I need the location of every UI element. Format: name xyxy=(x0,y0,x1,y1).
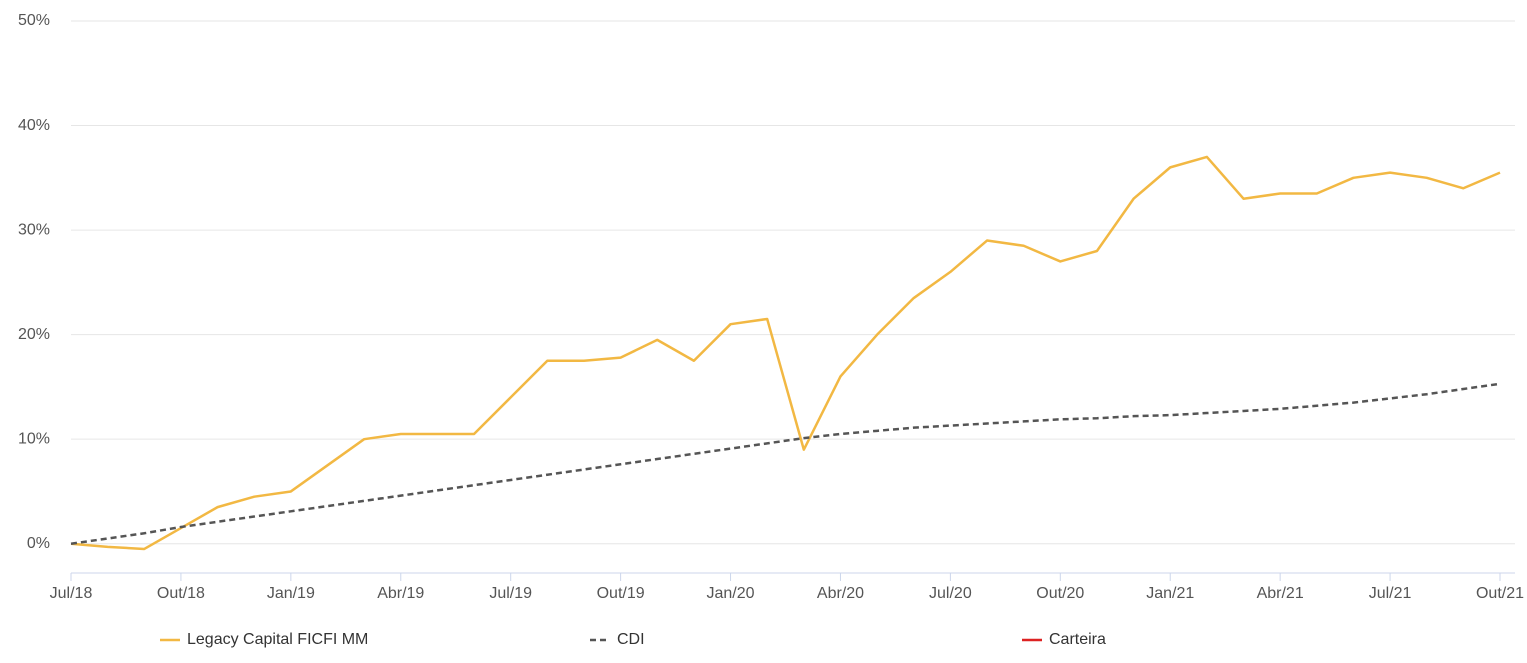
y-tick-label: 30% xyxy=(18,221,50,238)
y-tick-label: 10% xyxy=(18,430,50,447)
x-tick-label: Out/18 xyxy=(157,585,205,602)
series-line xyxy=(70,155,1501,551)
x-tick-label: Jul/18 xyxy=(50,585,93,602)
y-tick-label: 0% xyxy=(27,535,50,552)
x-tick-label: Abr/20 xyxy=(817,585,864,602)
x-tick-label: Abr/19 xyxy=(377,585,424,602)
y-tick-label: 20% xyxy=(18,326,50,343)
x-tick-label: Jul/20 xyxy=(929,585,972,602)
x-tick-label: Out/19 xyxy=(597,585,645,602)
x-tick-label: Jan/19 xyxy=(267,585,315,602)
y-tick-label: 40% xyxy=(18,117,50,134)
x-tick-label: Jul/19 xyxy=(489,585,532,602)
x-tick-label: Jan/20 xyxy=(707,585,755,602)
x-tick-label: Jan/21 xyxy=(1146,585,1194,602)
series-line xyxy=(70,382,1501,545)
y-tick-label: 50% xyxy=(18,12,50,29)
x-tick-label: Out/21 xyxy=(1476,585,1524,602)
legend-label[interactable]: Carteira xyxy=(1049,631,1106,648)
legend-label[interactable]: Legacy Capital FICFI MM xyxy=(187,631,368,648)
x-tick-label: Jul/21 xyxy=(1369,585,1412,602)
x-tick-label: Abr/21 xyxy=(1257,585,1304,602)
x-tick-label: Out/20 xyxy=(1036,585,1084,602)
legend-label[interactable]: CDI xyxy=(617,631,645,648)
